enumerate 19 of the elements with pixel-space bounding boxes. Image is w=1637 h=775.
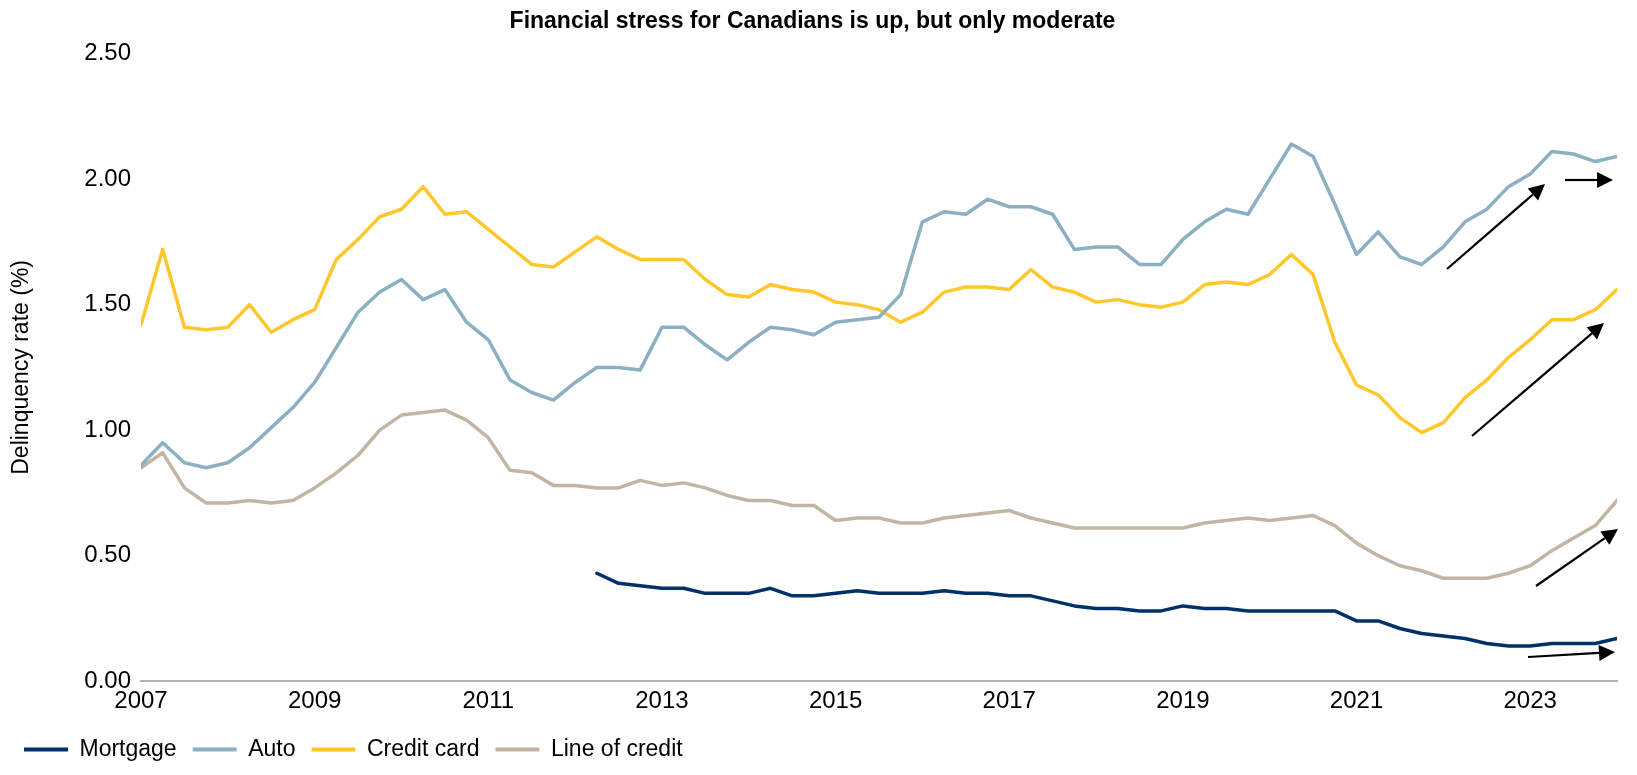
- x-tick-label: 2017: [982, 686, 1036, 714]
- chart-title: Financial stress for Canadians is up, but only moderate: [509, 7, 1116, 34]
- y-axis-title: Delinquency rate (%): [7, 260, 34, 475]
- x-tick-label: 2019: [1156, 686, 1210, 714]
- x-tick-label: 2013: [635, 686, 689, 714]
- y-tick-label: 1.00: [84, 414, 131, 442]
- y-tick-label: 2.50: [84, 38, 131, 66]
- x-tick-label: 2023: [1503, 686, 1557, 714]
- legend-label: Credit card: [366, 734, 480, 761]
- legend-label: Line of credit: [550, 734, 684, 761]
- x-tick-label: 2009: [287, 686, 342, 714]
- x-tick-label: 2011: [462, 686, 515, 714]
- y-tick-label: 2.00: [84, 163, 131, 191]
- y-tick-label: 0.50: [84, 540, 131, 568]
- legend-label: Mortgage: [79, 734, 177, 761]
- legend-label: Auto: [248, 734, 296, 761]
- y-tick-label: 1.50: [84, 289, 131, 317]
- x-tick-label: 2021: [1329, 686, 1384, 714]
- x-tick-label: 2015: [808, 686, 863, 714]
